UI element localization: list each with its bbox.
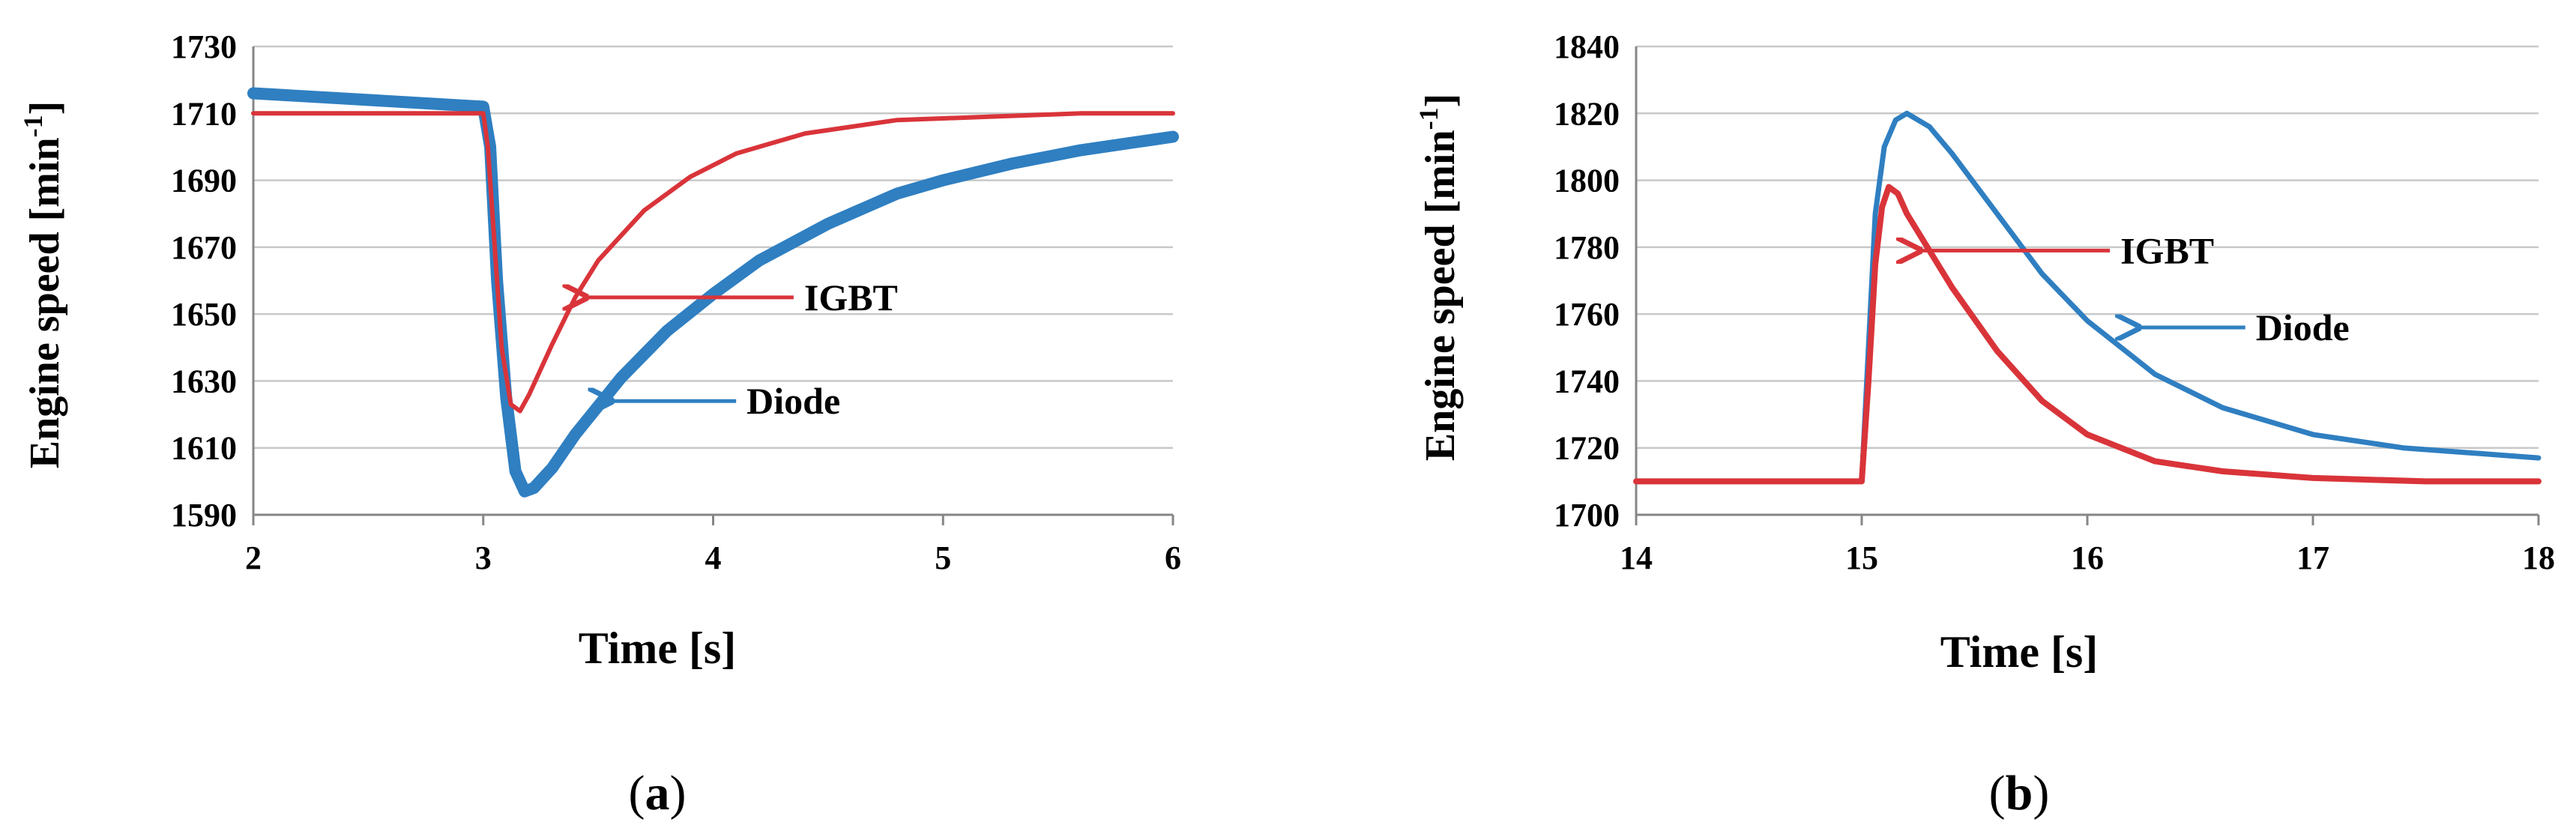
y-tick-label: 1670 [171,229,237,266]
panel-label-a: (a) [629,766,687,821]
y-tick-label: 1590 [171,497,237,534]
annotation-label-diode: Diode [2256,306,2350,348]
annotation-label-diode: Diode [746,380,840,422]
series-lines [1633,110,2542,485]
series-line-igbt [251,111,1175,414]
y-axis-label-close: ] [22,101,68,115]
annotation-label-igbt: IGBT [804,277,898,318]
x-tick-label: 2 [245,540,262,576]
panel-letter-b: b [2006,766,2033,821]
x-tick-label: 4 [705,540,722,576]
y-tick-label: 1650 [171,296,237,333]
gridlines [1636,45,2539,516]
y-tick-label: 1700 [1554,497,1620,534]
annotations: IGBT Diode [585,277,898,422]
x-tick-label: 14 [1620,540,1653,576]
y-tick-label: 1690 [171,163,237,199]
y-axis-label: Engine speed [min-1] [1414,94,1464,462]
x-tick-label: 16 [2071,540,2104,576]
y-tick-label: 1740 [1554,363,1620,399]
y-tick-label: 1630 [171,363,237,399]
panel-letter-a: a [645,766,670,821]
y-tick-label: 1610 [171,430,237,467]
series-line-diode [1633,110,2542,484]
series-lines [247,87,1179,498]
y-tick-label: 1820 [1554,95,1620,132]
y-tick-label: 1800 [1554,163,1620,199]
chart-b: 1700 1720 1740 1760 1780 1800 1820 1840 14 15 16 17… [1414,28,2555,821]
x-tick-label: 17 [2296,540,2329,576]
axes [252,46,1174,525]
panel-label-b: (b) [1989,766,2050,821]
y-tick-label: 1760 [1554,296,1620,333]
tick-labels: 1590 1610 1630 1650 1670 1690 1710 1730 2 3 4 5 6 [171,28,1181,576]
y-axis-label-main: Engine speed [min [22,137,68,468]
chart-a: 1590 1610 1630 1650 1670 1690 1710 1730 2 3 4 5 6 IG… [18,28,1181,821]
y-tick-label: 1840 [1554,28,1620,65]
y-axis-label-close: ] [1417,94,1464,108]
y-tick-label: 1710 [171,95,237,132]
x-tick-label: 15 [1845,540,1878,576]
y-axis-label-sup: -1 [18,115,48,137]
x-axis-label: Time [s] [1940,627,2099,677]
y-axis-label-sup: -1 [1414,107,1444,130]
series-line-diode [247,87,1179,498]
annotations: IGBT Diode [1918,229,2350,348]
series-line-igbt [1633,184,2542,485]
y-tick-label: 1720 [1554,430,1620,467]
annotation-label-igbt: IGBT [2120,229,2214,271]
x-tick-label: 3 [475,540,492,576]
x-tick-label: 18 [2522,540,2555,576]
y-axis-label-main: Engine speed [min [1417,130,1464,461]
y-axis-label: Engine speed [min-1] [18,101,68,469]
tick-labels: 1700 1720 1740 1760 1780 1800 1820 1840 14 15 16 17… [1554,28,2555,576]
x-tick-label: 6 [1165,540,1181,576]
x-axis-label: Time [s] [579,623,737,673]
x-tick-label: 5 [935,540,951,576]
y-tick-label: 1730 [171,28,237,65]
axes [1635,46,2540,525]
y-tick-label: 1780 [1554,229,1620,266]
